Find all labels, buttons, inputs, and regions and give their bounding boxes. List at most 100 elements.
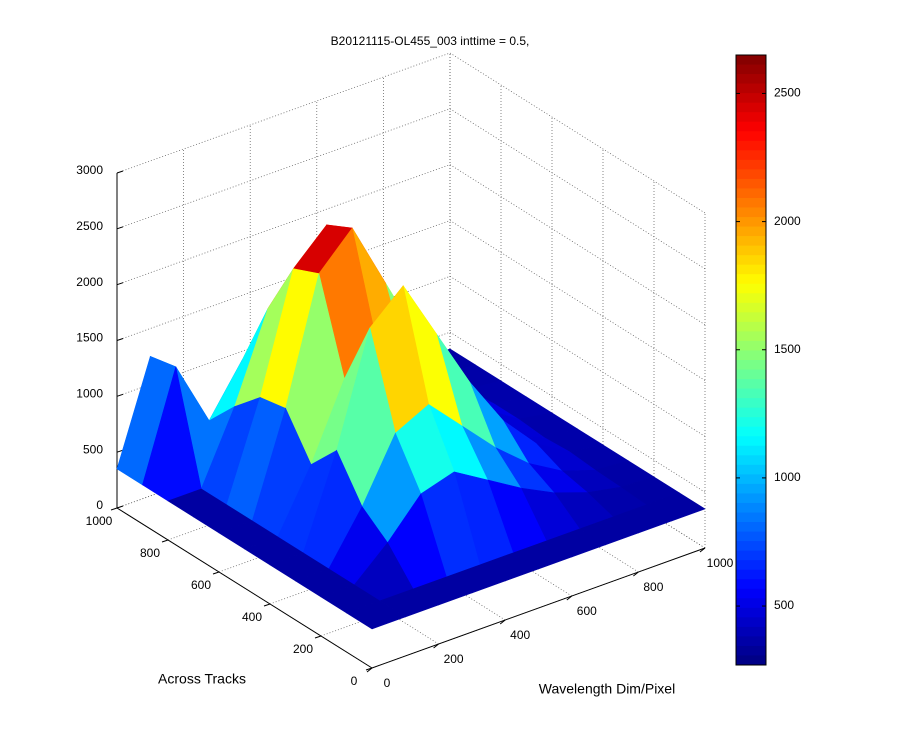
colorbar-frame (735, 54, 767, 666)
x-tick-label: 0 (384, 676, 391, 690)
colorbar-swatch (736, 398, 766, 409)
colorbar-swatch (736, 417, 766, 428)
colorbar-swatch (736, 131, 766, 142)
colorbar-swatch (736, 255, 766, 266)
chart-title: B20121115-OL455_003 inttime = 0.5, (331, 34, 530, 48)
z-tick-label: 500 (83, 442, 103, 456)
grid-line (116, 52, 451, 174)
colorbar-tick-label: 1000 (774, 470, 801, 484)
z-tick-label: 1500 (76, 331, 103, 345)
x-tick (633, 571, 639, 577)
colorbar-swatch (736, 102, 766, 113)
x-tick (433, 643, 439, 649)
colorbar-tick-label: 2000 (774, 214, 801, 228)
colorbar-swatch (736, 159, 766, 170)
surface-patch (345, 600, 406, 630)
x-tick-label: 800 (643, 580, 663, 594)
colorbar-swatch (736, 150, 766, 161)
grid-line (449, 52, 706, 214)
colorbar-swatch (736, 55, 766, 66)
colorbar-swatch (736, 312, 766, 323)
y-tick-label: 600 (191, 578, 211, 592)
x-tick-label: 200 (444, 652, 464, 666)
colorbar-swatch (736, 283, 766, 294)
z-tick (116, 338, 124, 341)
colorbar-swatch (736, 502, 766, 513)
colorbar-swatch (736, 426, 766, 437)
colorbar-swatch (736, 436, 766, 447)
colorbar-swatch (736, 207, 766, 218)
z-tick-label: 2500 (76, 219, 103, 233)
z-tick (116, 505, 124, 509)
colorbar-swatch (736, 636, 766, 647)
y-tick-label: 0 (351, 674, 358, 688)
colorbar-swatch (736, 560, 766, 571)
colorbar-swatch (736, 340, 766, 351)
colorbar-swatch (736, 655, 766, 666)
y-tick (365, 667, 373, 671)
colorbar-swatch (736, 550, 766, 561)
z-tick-label: 2000 (76, 275, 103, 289)
grid-line (449, 220, 706, 381)
y-tick (212, 571, 220, 575)
colorbar-tick-label: 1500 (774, 342, 801, 356)
colorbar-swatch (736, 607, 766, 618)
colorbar-swatch (736, 569, 766, 580)
colorbar-swatch (736, 445, 766, 456)
colorbar-swatch (736, 274, 766, 285)
colorbar-swatch (736, 522, 766, 533)
grid-line (116, 220, 451, 341)
y-axis-line (116, 507, 373, 669)
z-tick (116, 170, 124, 174)
colorbar-swatch (736, 302, 766, 313)
colorbar-swatch (736, 264, 766, 275)
colorbar-swatch (736, 645, 766, 656)
colorbar-swatch (736, 331, 766, 342)
y-tick (263, 603, 271, 607)
colorbar-swatch (736, 626, 766, 637)
colorbar-swatch (736, 350, 766, 361)
colorbar-swatch (736, 598, 766, 609)
z-tick (116, 226, 124, 230)
grid-line (449, 108, 706, 270)
colorbar-swatch (736, 541, 766, 552)
y-tick (110, 507, 118, 511)
colorbar-swatch (736, 369, 766, 380)
y-tick-label: 400 (242, 610, 262, 624)
grid-line (116, 164, 451, 285)
colorbar-swatch (736, 64, 766, 75)
colorbar-swatch (736, 169, 766, 180)
colorbar-swatch (736, 178, 766, 189)
colorbar-swatch (736, 93, 766, 104)
colorbar-swatch (736, 388, 766, 399)
y-tick-label: 200 (293, 642, 313, 656)
z-tick-label: 1000 (76, 387, 103, 401)
colorbar-swatch (736, 112, 766, 123)
colorbar-swatch (736, 321, 766, 332)
grid-line (449, 164, 706, 325)
x-tick-label: 1000 (707, 556, 734, 570)
x-tick (566, 595, 573, 601)
x-tick (699, 547, 706, 553)
colorbar-swatch (736, 464, 766, 475)
z-tick (116, 282, 124, 286)
grid-line (449, 276, 706, 437)
colorbar-swatch (736, 588, 766, 599)
colorbar-swatch (736, 379, 766, 390)
colorbar-swatch (736, 579, 766, 590)
y-tick-label: 1000 (86, 514, 113, 528)
colorbar-swatch (736, 197, 766, 208)
colorbar-swatch (736, 455, 766, 466)
x-tick-label: 400 (510, 628, 530, 642)
colorbar-swatch (736, 360, 766, 371)
x-tick (499, 619, 506, 625)
colorbar-swatch (736, 493, 766, 504)
colorbar-swatch (736, 188, 766, 199)
colorbar-swatch (736, 483, 766, 494)
z-tick-label: 0 (96, 498, 103, 512)
plot-area: 0 200 400 600 800 1000 0 200 400 600 800 1000 0 500 10… (76, 52, 734, 690)
colorbar-swatch (736, 512, 766, 523)
colorbar-swatch (736, 121, 766, 132)
colorbar-swatch (736, 140, 766, 151)
